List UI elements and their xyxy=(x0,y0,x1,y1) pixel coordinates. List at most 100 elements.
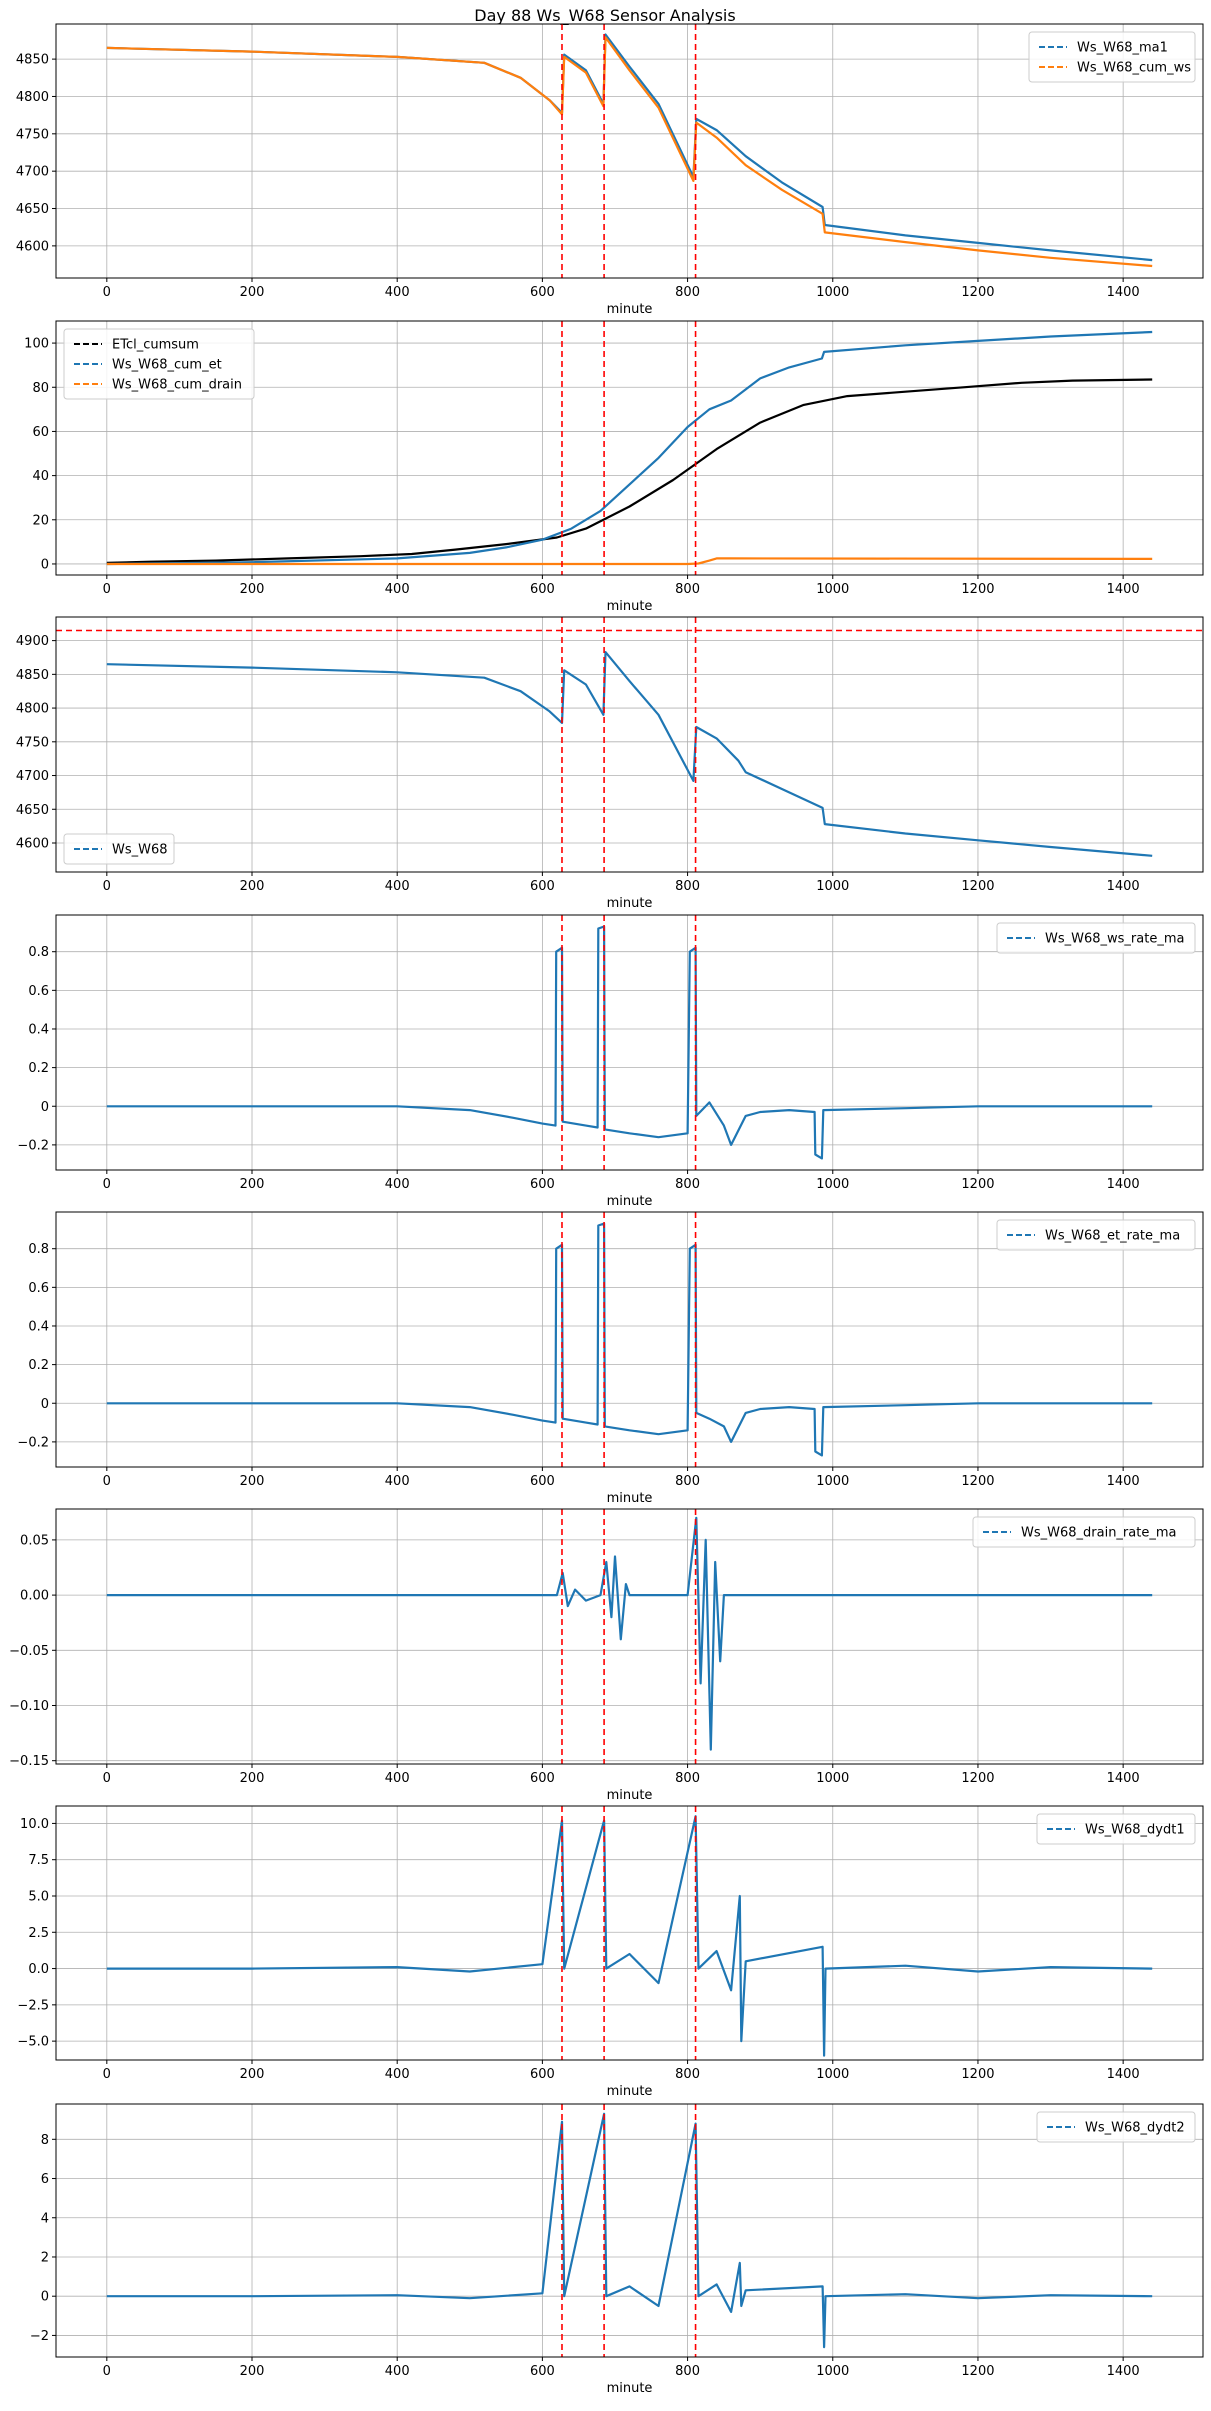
x-axis-label: minute xyxy=(607,1491,653,1506)
legend: Ws_W68_dydt2 xyxy=(1036,2111,1196,2143)
x-axis-label: minute xyxy=(607,1194,653,1209)
plot-area xyxy=(106,2104,1153,2357)
y-tick-label: 4900 xyxy=(16,634,49,649)
y-tick-label: 0.6 xyxy=(28,984,49,999)
legend: Ws_W68_ws_rate_ma xyxy=(996,922,1196,954)
x-tick-label: 200 xyxy=(240,879,265,894)
x-axis-label: minute xyxy=(607,302,653,317)
x-tick-label: 0 xyxy=(103,285,111,300)
legend-label: Ws_W68_dydt2 xyxy=(1085,2121,1185,2136)
x-axis-label: minute xyxy=(607,2381,653,2396)
x-tick-label: 1400 xyxy=(1107,2364,1140,2379)
y-tick-label: 4750 xyxy=(16,127,49,142)
x-tick-label: 400 xyxy=(385,2364,410,2379)
y-tick-label: 4650 xyxy=(16,202,49,217)
y-tick-label: 0.2 xyxy=(28,1358,49,1373)
series-line-Ws_W68_ws_rate_ma xyxy=(106,925,1153,1160)
panel-2: 0 200 400 600 800 1000 1200 1400 0 20 40 60 80 100 min… xyxy=(24,320,1204,614)
legend-box xyxy=(996,922,1196,954)
x-tick-label: 1200 xyxy=(961,2067,994,2082)
series-line-Ws_W68_cum_et xyxy=(106,330,1153,566)
plot-area xyxy=(106,24,1153,278)
x-tick-label: 1200 xyxy=(961,1474,994,1489)
legend-label: Ws_W68_cum_ws xyxy=(1077,61,1191,76)
series-line-Ws_W68 xyxy=(106,651,1153,857)
y-tick-label: −0.05 xyxy=(9,1644,49,1659)
series-line-Ws_W68_dydt1 xyxy=(106,1815,1153,2057)
y-tick-label: 0.4 xyxy=(28,1319,49,1334)
y-tick-label: 0 xyxy=(41,1397,49,1412)
x-tick-label: 600 xyxy=(530,2364,555,2379)
series-line-Ws_W68_et_rate_ma xyxy=(106,1222,1153,1457)
y-tick-label: 8 xyxy=(41,2133,49,2148)
x-tick-label: 1200 xyxy=(961,2364,994,2379)
y-tick-label: 4850 xyxy=(16,53,49,68)
y-tick-label: 4700 xyxy=(16,769,49,784)
axes-frame xyxy=(55,1211,1204,1468)
x-tick-label: 1000 xyxy=(816,1177,849,1192)
x-tick-label: 0 xyxy=(103,2364,111,2379)
y-tick-label: 4 xyxy=(41,2211,49,2226)
legend-label: Ws_W68_ma1 xyxy=(1077,41,1168,56)
y-tick-label: 4650 xyxy=(16,803,49,818)
x-tick-label: 400 xyxy=(385,1474,410,1489)
x-tick-label: 600 xyxy=(530,2067,555,2082)
x-tick-label: 1200 xyxy=(961,582,994,597)
x-tick-label: 800 xyxy=(675,2364,700,2379)
y-tick-label: −2 xyxy=(30,2329,49,2344)
x-tick-label: 1000 xyxy=(816,879,849,894)
panel-1: 0 200 400 600 800 1000 1200 1400 4600 4650 4700 475… xyxy=(16,23,1204,317)
x-tick-label: 1200 xyxy=(961,285,994,300)
x-tick-label: 600 xyxy=(530,285,555,300)
x-axis-label: minute xyxy=(607,2084,653,2099)
plot-area xyxy=(106,1509,1153,1764)
y-tick-label: 0.2 xyxy=(28,1061,49,1076)
y-tick-label: 0.6 xyxy=(28,1281,49,1296)
legend-label: Ws_W68_dydt1 xyxy=(1085,1823,1185,1838)
x-tick-label: 800 xyxy=(675,2067,700,2082)
x-tick-label: 1000 xyxy=(816,2364,849,2379)
y-tick-label: 0.05 xyxy=(20,1533,49,1548)
plot-area xyxy=(106,1806,1153,2060)
series-line-Ws_W68_ma1 xyxy=(106,33,1153,262)
x-tick-label: 1000 xyxy=(816,582,849,597)
legend-box xyxy=(996,1219,1196,1251)
x-tick-label: 400 xyxy=(385,879,410,894)
legend-box xyxy=(1036,1813,1196,1845)
legend: Ws_W68_dydt1 xyxy=(1036,1813,1196,1845)
y-tick-label: 5.0 xyxy=(28,1889,49,1904)
x-tick-label: 1000 xyxy=(816,1771,849,1786)
legend-label: Ws_W68_drain_rate_ma xyxy=(1021,1526,1176,1541)
legend: Ws_W68 xyxy=(63,833,175,865)
x-tick-label: 400 xyxy=(385,2067,410,2082)
axes-frame xyxy=(55,616,1204,873)
x-tick-label: 600 xyxy=(530,1474,555,1489)
legend: Ws_W68_ma1 Ws_W68_cum_ws xyxy=(1028,31,1196,83)
plot-area xyxy=(106,321,1153,575)
x-tick-label: 1200 xyxy=(961,879,994,894)
legend-box xyxy=(972,1516,1196,1548)
plot-area xyxy=(106,915,1153,1170)
y-tick-label: 0 xyxy=(41,557,49,572)
x-tick-label: 600 xyxy=(530,582,555,597)
x-tick-label: 800 xyxy=(675,1177,700,1192)
legend-label: ETcl_cumsum xyxy=(112,338,199,353)
x-tick-label: 1400 xyxy=(1107,879,1140,894)
x-tick-label: 200 xyxy=(240,2364,265,2379)
legend-box xyxy=(63,328,255,400)
x-tick-label: 800 xyxy=(675,1474,700,1489)
legend-label: Ws_W68_cum_drain xyxy=(112,378,242,393)
panel-5: 0 200 400 600 800 1000 1200 1400 −0.2 0 0.2 0.4 0.6 0… xyxy=(17,1211,1204,1506)
x-tick-label: 800 xyxy=(675,285,700,300)
x-tick-label: 600 xyxy=(530,1771,555,1786)
x-tick-label: 1400 xyxy=(1107,1177,1140,1192)
y-tick-label: 4600 xyxy=(16,836,49,851)
y-tick-label: 2.5 xyxy=(28,1926,49,1941)
axes-frame xyxy=(55,23,1204,279)
x-tick-label: 0 xyxy=(103,2067,111,2082)
y-tick-label: −2.5 xyxy=(17,1998,49,2013)
x-tick-label: 1200 xyxy=(961,1771,994,1786)
x-tick-label: 200 xyxy=(240,2067,265,2082)
y-tick-label: −5.0 xyxy=(17,2035,49,2050)
